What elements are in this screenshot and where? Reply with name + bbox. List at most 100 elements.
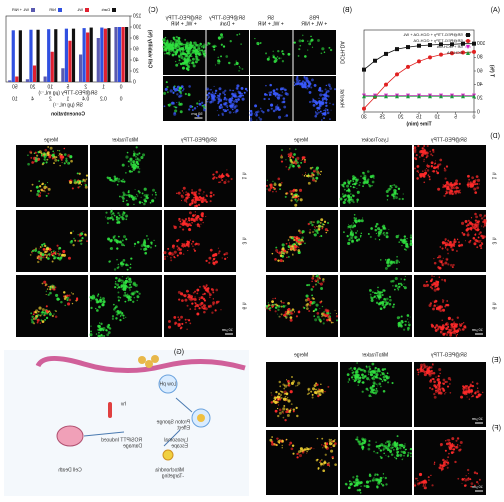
signal (279, 188, 281, 191)
signal (275, 246, 278, 249)
signal (203, 310, 206, 314)
signal (272, 180, 274, 183)
signal (33, 161, 35, 163)
signal (347, 227, 349, 229)
signal (321, 47, 325, 51)
signal (186, 197, 189, 200)
signal (290, 408, 292, 410)
signal (58, 154, 60, 157)
signal (320, 383, 322, 386)
signal (387, 448, 390, 451)
signal (172, 246, 175, 249)
signal (124, 289, 127, 292)
signal (290, 375, 294, 379)
signal (476, 182, 479, 186)
signal (464, 387, 468, 390)
signal (438, 466, 442, 470)
signal (231, 108, 234, 111)
signal (127, 276, 129, 278)
signal (272, 55, 276, 59)
signal (399, 453, 403, 457)
signal (210, 88, 213, 91)
micrograph (16, 275, 88, 337)
signal (315, 459, 319, 462)
signal (309, 40, 312, 43)
signal (163, 52, 166, 55)
signal (445, 391, 447, 394)
column-header: MitoTracker (362, 352, 389, 358)
signal (220, 178, 222, 180)
signal (179, 220, 181, 223)
row-label: DCFH-DA (339, 41, 345, 64)
signal (468, 240, 471, 244)
signal (307, 49, 309, 51)
signal (181, 200, 183, 202)
signal (67, 256, 71, 260)
signal (437, 266, 440, 269)
signal (195, 48, 197, 50)
signal (181, 322, 184, 325)
signal (271, 394, 273, 396)
signal (129, 170, 132, 173)
signal (43, 158, 46, 161)
signal (286, 312, 289, 316)
signal (233, 92, 237, 96)
legend-label: SR + GCH-OA (437, 44, 463, 49)
marker (417, 43, 421, 48)
signal (372, 297, 374, 299)
signal (401, 197, 404, 201)
signal (176, 106, 178, 108)
signal (48, 155, 52, 159)
signal (77, 239, 80, 243)
signal (350, 193, 352, 195)
signal (229, 40, 232, 43)
signal (313, 233, 315, 236)
signal (274, 310, 277, 313)
signal (188, 60, 190, 62)
signal (58, 150, 61, 152)
signal (375, 441, 377, 443)
signal (235, 61, 239, 66)
signal (321, 227, 324, 230)
signal (362, 448, 364, 451)
signal (97, 293, 100, 296)
signal (371, 362, 375, 366)
signal (394, 284, 398, 288)
signal (38, 306, 42, 310)
signal (122, 178, 124, 181)
signal (48, 248, 52, 251)
signal (360, 234, 362, 237)
signal (180, 194, 183, 197)
signal (301, 39, 305, 43)
signal (296, 456, 299, 459)
signal (69, 179, 72, 181)
signal (178, 101, 180, 104)
signal (196, 102, 199, 105)
signal (191, 189, 193, 191)
signal (323, 94, 327, 97)
signal (217, 36, 221, 40)
signal (396, 452, 399, 455)
micrograph (266, 145, 338, 207)
signal (231, 96, 234, 98)
signal (311, 393, 314, 396)
signal (356, 436, 359, 439)
signal (164, 36, 167, 39)
signal (169, 256, 172, 259)
signal (314, 318, 318, 322)
signal (126, 151, 129, 154)
signal (105, 216, 107, 218)
signal (121, 279, 124, 282)
signal (471, 396, 473, 398)
signal (275, 105, 278, 109)
signal (414, 477, 417, 480)
signal (356, 438, 359, 441)
signal (346, 189, 348, 192)
signal (446, 300, 449, 302)
signal (332, 444, 336, 448)
signal (402, 444, 406, 448)
signal (449, 240, 452, 244)
signal (167, 247, 170, 250)
signal (373, 382, 376, 385)
signal (374, 473, 377, 476)
